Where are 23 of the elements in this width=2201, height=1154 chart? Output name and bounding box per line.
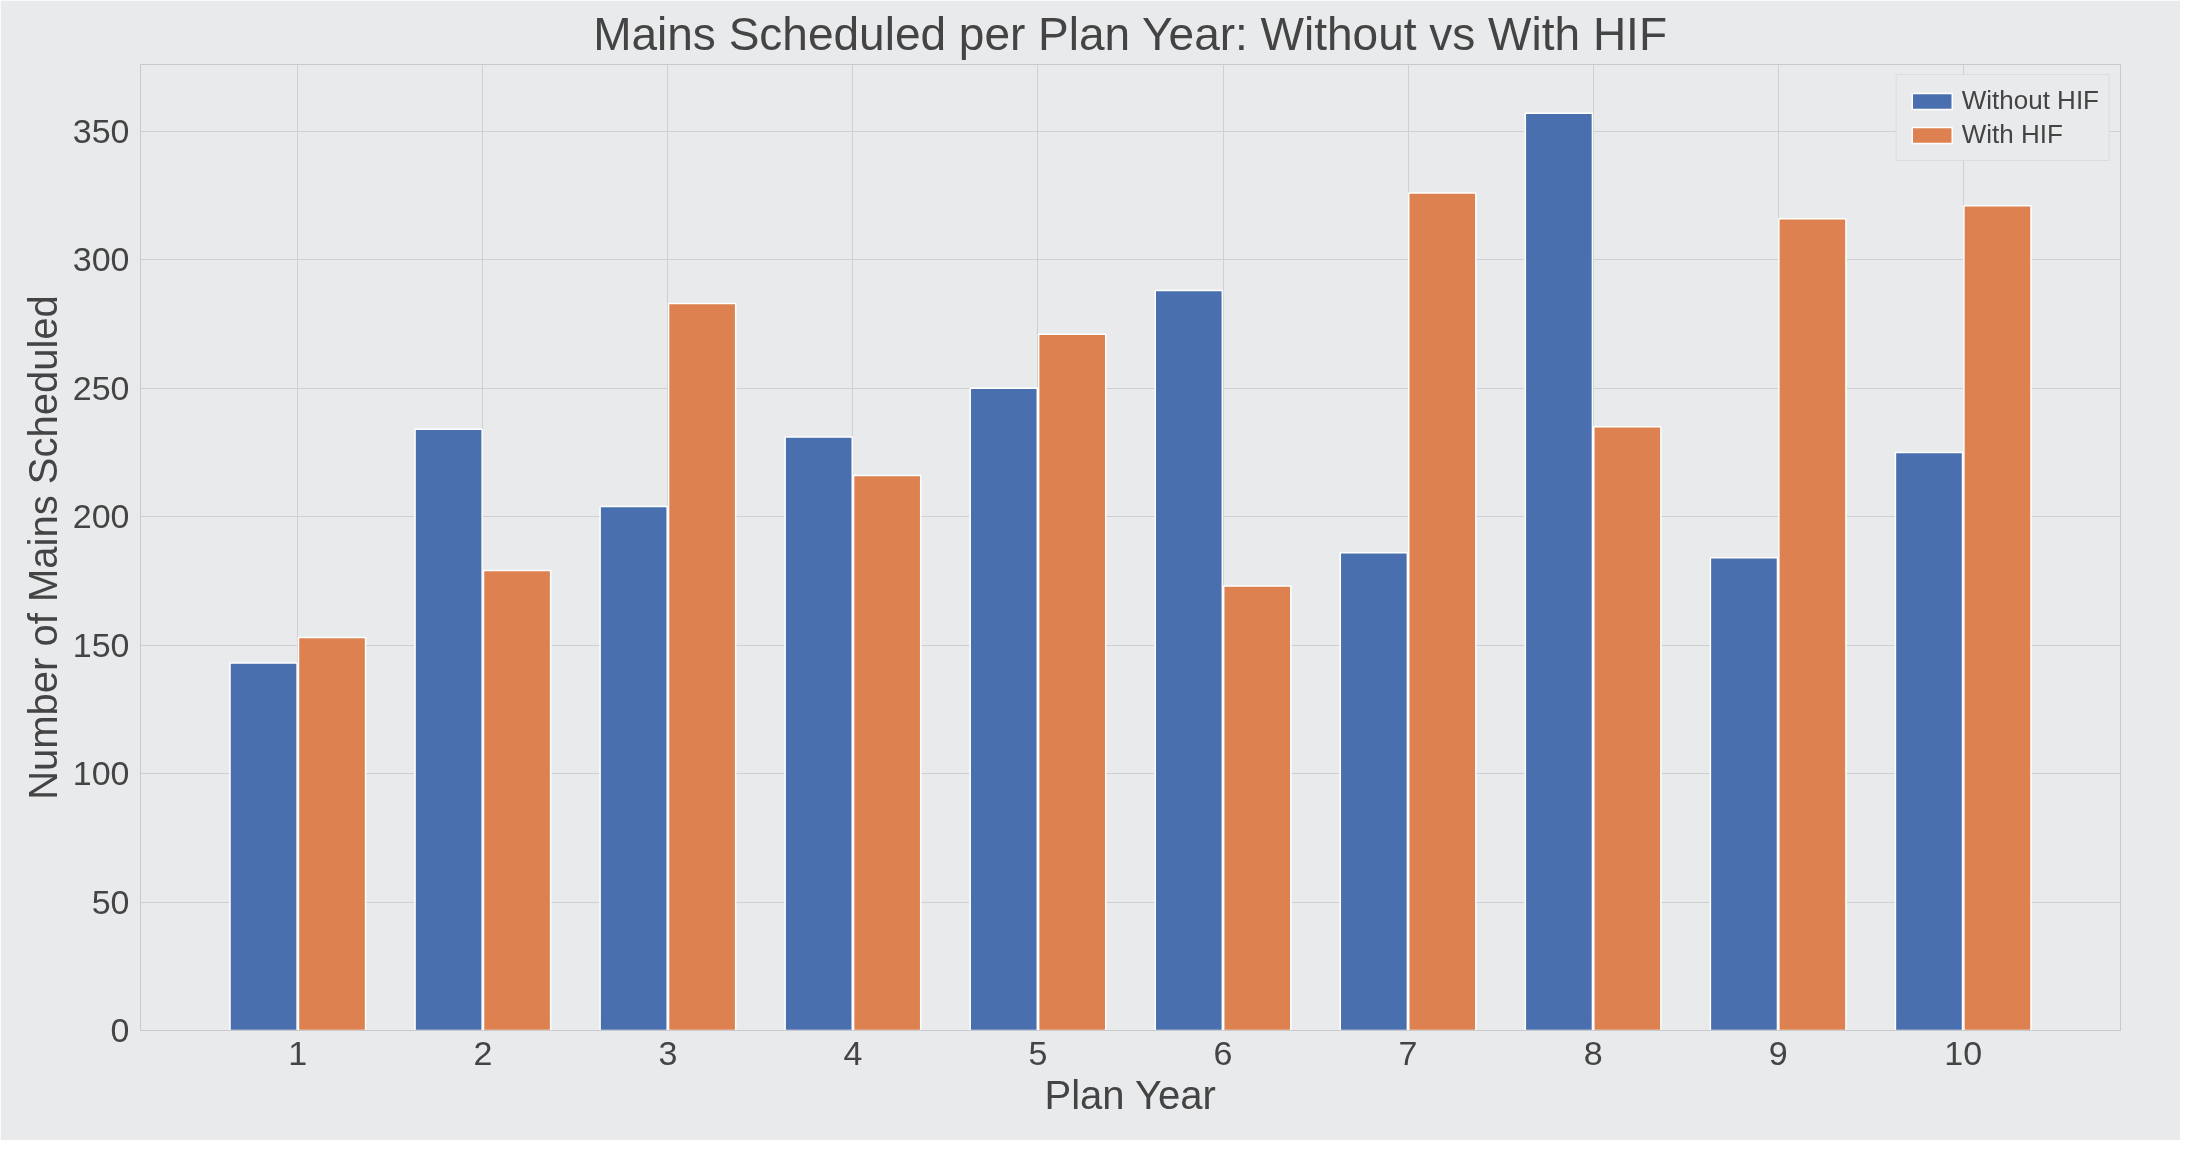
y-tick-label: 50 bbox=[91, 882, 130, 921]
y-tick-label: 0 bbox=[110, 1011, 130, 1049]
legend-label: With HIF bbox=[1961, 119, 2063, 150]
legend-label: Without HIF bbox=[1961, 85, 2099, 116]
x-tick-label: 4 bbox=[843, 1033, 863, 1072]
x-tick-label: 8 bbox=[1583, 1033, 1603, 1072]
y-axis-title: Number of Mains Scheduled bbox=[20, 295, 65, 800]
x-tick-label: 3 bbox=[658, 1033, 678, 1072]
x-tick-label: 2 bbox=[473, 1033, 493, 1072]
x-tick-label: 10 bbox=[1944, 1033, 1983, 1072]
x-tick-label: 9 bbox=[1768, 1033, 1788, 1072]
x-tick-label: 6 bbox=[1213, 1033, 1233, 1072]
y-tick-label: 250 bbox=[72, 368, 130, 407]
x-axis-title: Plan Year bbox=[1044, 1072, 1216, 1117]
y-tick-label: 200 bbox=[72, 497, 130, 536]
x-tick-label: 5 bbox=[1028, 1033, 1048, 1072]
y-tick-label: 100 bbox=[72, 754, 130, 793]
x-tick-label: 7 bbox=[1398, 1033, 1418, 1072]
chart-title: Mains Scheduled per Plan Year: Without vs With HIF bbox=[593, 7, 1668, 60]
x-tick-label: 1 bbox=[288, 1033, 308, 1072]
y-tick-label: 150 bbox=[72, 625, 130, 664]
y-tick-label: 350 bbox=[72, 111, 130, 150]
y-tick-label: 300 bbox=[72, 240, 130, 279]
